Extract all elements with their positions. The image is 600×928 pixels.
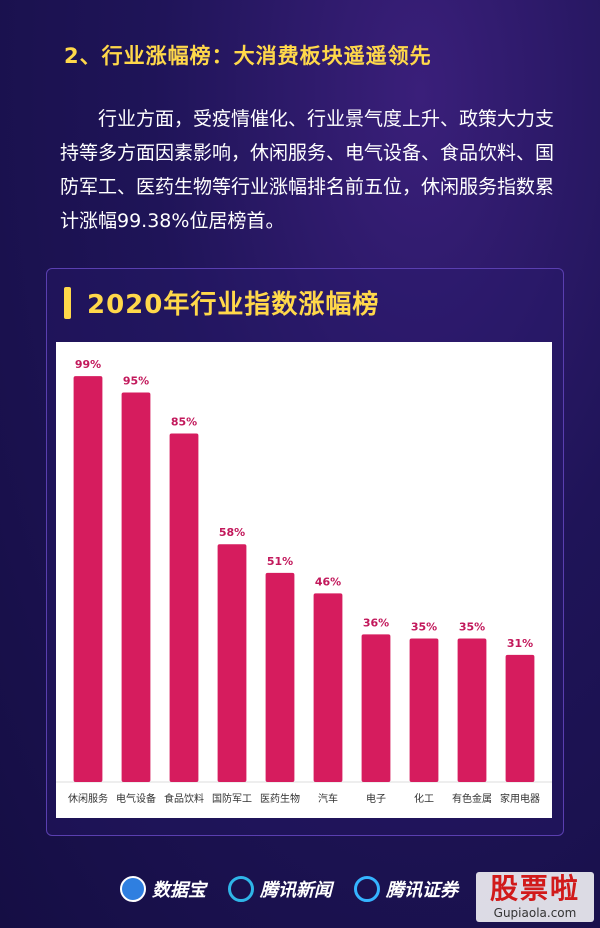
value-label-1: 99% <box>75 358 101 371</box>
footer-logos: 数据宝 腾讯新闻 腾讯证券 <box>120 872 560 906</box>
bar-chart: 99% 休闲服务 95% 电气设备 85% 食品饮料 58% 国防军工 51% 医药生物 46% 汽车… <box>56 358 552 805</box>
watermark-sub: Gupiaola.com <box>493 906 577 920</box>
bar-7 <box>361 634 391 782</box>
shujubao-icon <box>120 876 146 902</box>
section-heading: 2、行业涨幅榜：大消费板块遥遥领先 <box>64 44 432 68</box>
title-accent-bar <box>64 286 71 319</box>
section-paragraph: 行业方面，受疫情催化、行业景气度上升、政策大力支持等多方面因素影响，休闲服务、电… <box>60 108 555 232</box>
tencent-securities-label: 腾讯证券 <box>386 880 458 901</box>
value-label-6: 46% <box>315 575 341 588</box>
bar-1 <box>73 376 103 782</box>
watermark-main: 股票啦 <box>489 872 580 905</box>
bar-4 <box>217 544 247 782</box>
category-label-4: 国防军工 <box>212 792 252 805</box>
category-label-7: 电子 <box>366 792 386 805</box>
category-label-9: 有色金属 <box>452 792 492 805</box>
tencent-news-label: 腾讯新闻 <box>260 880 332 901</box>
value-label-8: 35% <box>411 621 437 634</box>
tencent-news-icon <box>228 876 254 902</box>
category-label-5: 医药生物 <box>260 792 300 805</box>
category-label-1: 休闲服务 <box>68 792 108 805</box>
watermark: 股票啦 Gupiaola.com <box>476 872 594 922</box>
chart-area: 99% 休闲服务 95% 电气设备 85% 食品饮料 58% 国防军工 51% 医药生物 46% 汽车… <box>56 342 552 818</box>
tencent-securities-icon <box>354 876 380 902</box>
category-label-10: 家用电器 <box>500 792 540 805</box>
tencent-securities-logo: 腾讯证券 <box>354 876 458 902</box>
bar-6 <box>313 593 343 782</box>
bar-10 <box>505 654 535 782</box>
bar-5 <box>265 572 295 782</box>
bar-8 <box>409 638 439 782</box>
bar-2 <box>121 392 151 782</box>
value-label-5: 51% <box>267 555 293 568</box>
category-label-2: 电气设备 <box>116 792 156 805</box>
category-label-6: 汽车 <box>318 792 338 805</box>
shujubao-label: 数据宝 <box>152 880 206 901</box>
value-label-4: 58% <box>219 526 245 539</box>
value-label-3: 85% <box>171 416 197 429</box>
tencent-news-logo: 腾讯新闻 <box>228 876 332 902</box>
category-label-8: 化工 <box>414 792 434 805</box>
bar-3 <box>169 433 199 782</box>
bar-9 <box>457 638 487 782</box>
chart-title: 2020年行业指数涨幅榜 <box>87 290 380 320</box>
value-label-9: 35% <box>459 621 485 634</box>
shujubao-logo: 数据宝 <box>120 876 206 902</box>
category-label-3: 食品饮料 <box>164 792 204 805</box>
chart-title-wrap: 2020年行业指数涨幅榜 <box>64 284 379 321</box>
value-label-10: 31% <box>507 637 533 650</box>
value-label-7: 36% <box>363 616 389 629</box>
value-label-2: 95% <box>123 375 149 388</box>
